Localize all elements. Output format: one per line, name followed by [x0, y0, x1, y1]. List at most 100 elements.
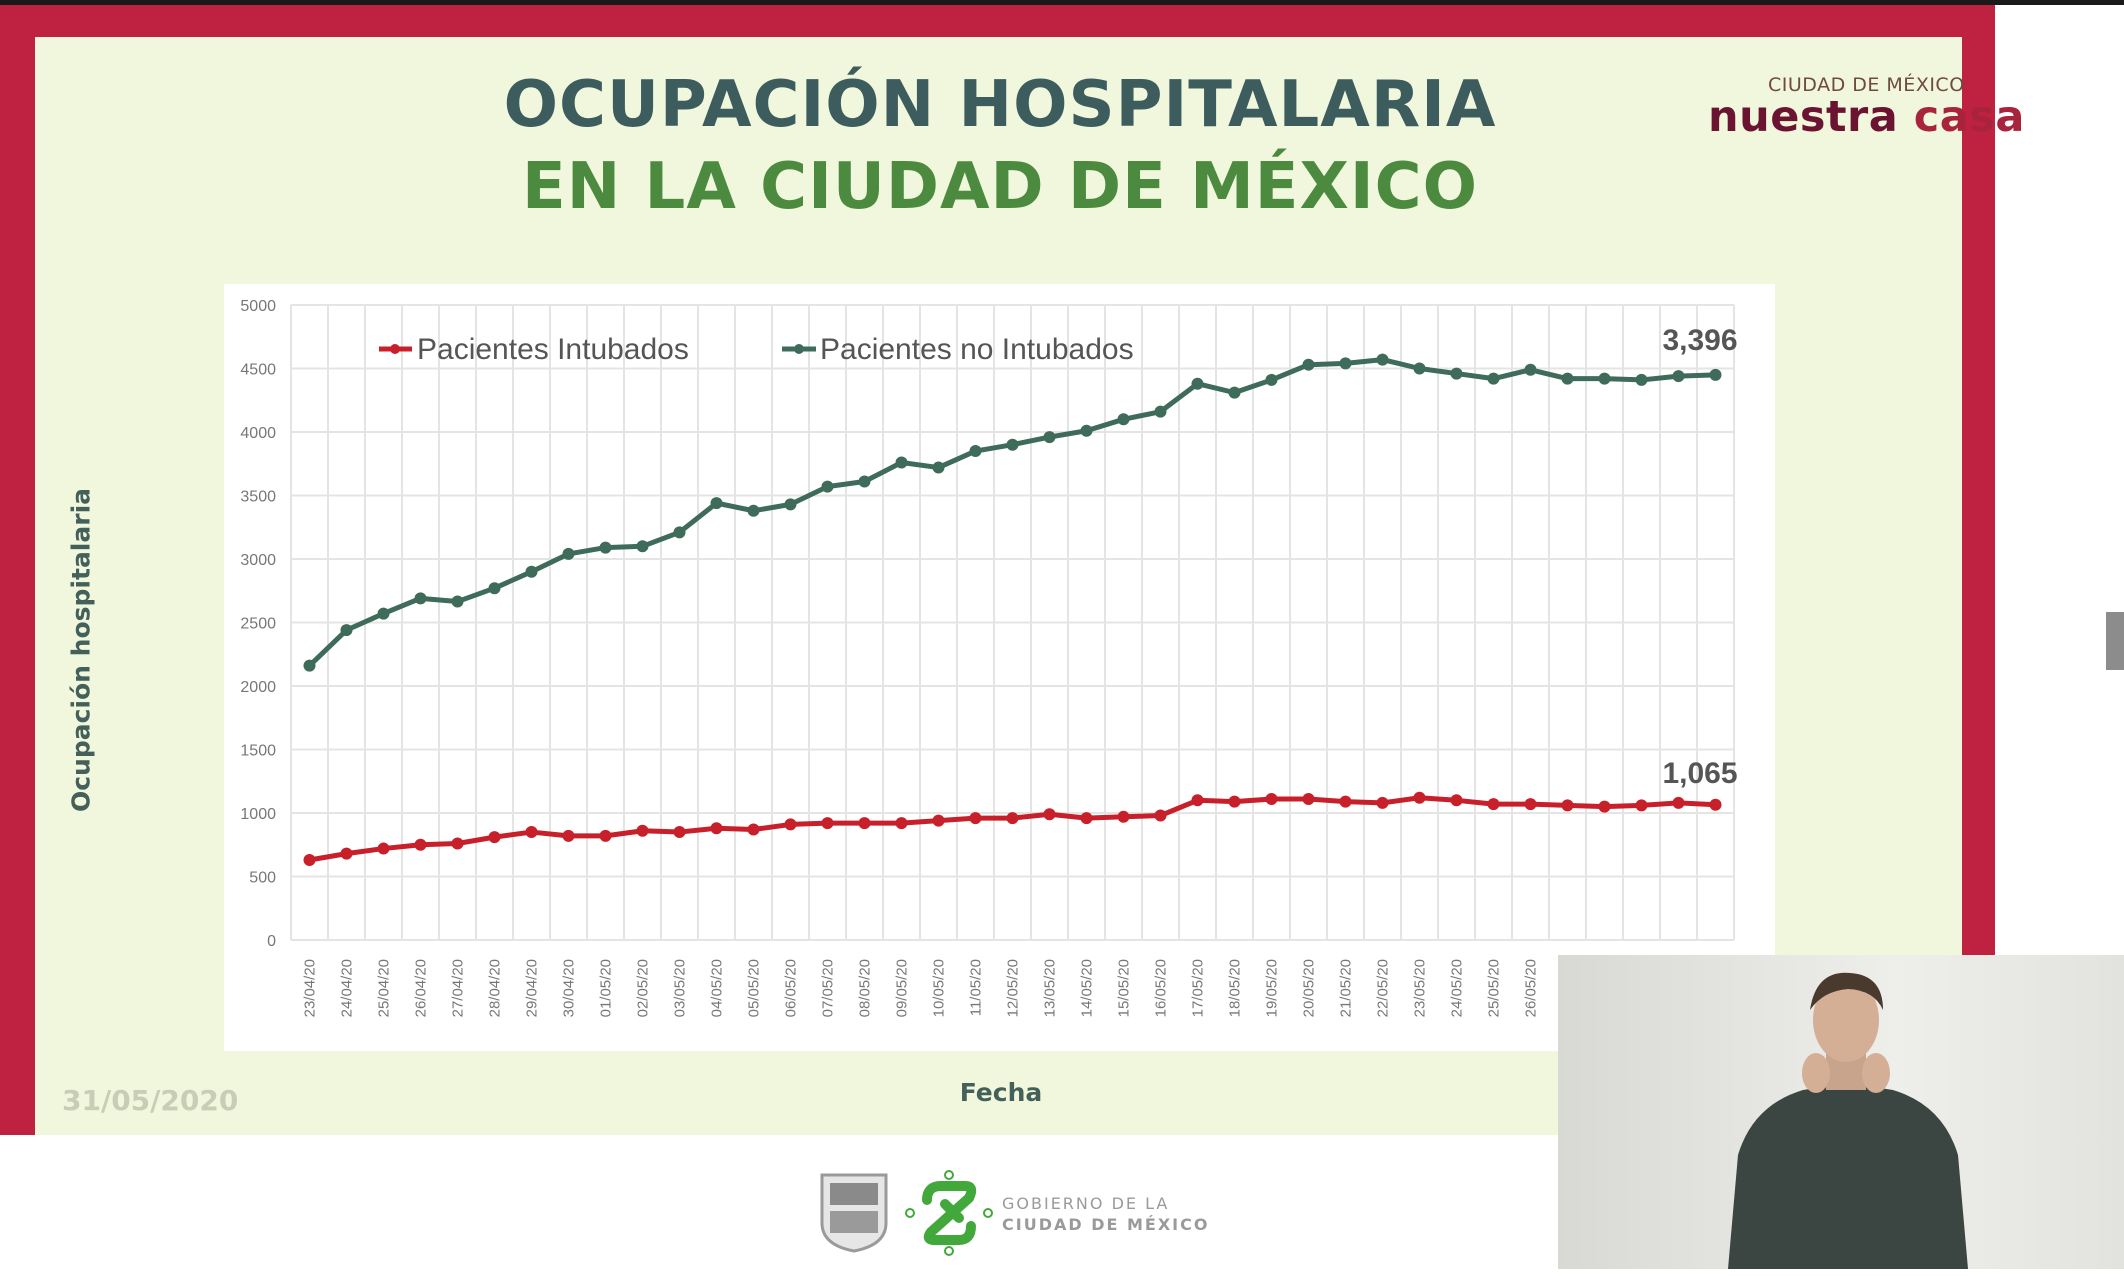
- x-tick-label: 07/05/20: [820, 959, 837, 1017]
- data-point: [1672, 796, 1685, 809]
- legend-dot-no-intubados: [794, 344, 804, 354]
- data-point: [636, 540, 649, 553]
- x-tick-label: 30/04/20: [561, 959, 578, 1017]
- x-tick-label: 29/04/20: [524, 959, 541, 1017]
- sign-language-video: [1558, 955, 2124, 1269]
- x-tick-label: 25/04/20: [376, 959, 393, 1017]
- chart-container: 0 500 1000 1500 2000 2500 3000 3500 4000 4500 5000…: [224, 284, 1775, 1051]
- data-point: [1561, 372, 1574, 385]
- series-line-0: [309, 795, 1716, 863]
- y-tick-label: 1000: [240, 806, 276, 823]
- y-axis-title: Ocupación hospitalaria: [66, 487, 96, 813]
- data-point: [451, 595, 464, 608]
- data-point: [1080, 424, 1093, 437]
- x-tick-label: 16/05/20: [1153, 959, 1170, 1017]
- y-tick-label: 0: [267, 933, 276, 950]
- x-tick-label: 15/05/20: [1116, 959, 1133, 1017]
- data-point: [1524, 363, 1537, 376]
- data-point: [1006, 812, 1019, 825]
- data-point: [1191, 794, 1204, 807]
- data-point: [562, 547, 575, 560]
- data-point: [1302, 793, 1315, 806]
- data-point: [932, 461, 945, 474]
- data-label-intubados: 1,065: [1662, 757, 1737, 790]
- y-tick-labels: 0 500 1000 1500 2000 2500 3000 3500 4000 4500 5000: [240, 298, 276, 950]
- data-point: [1524, 798, 1537, 811]
- data-point: [1265, 373, 1278, 386]
- data-point: [1413, 362, 1426, 375]
- side-panel-toggle[interactable]: [2106, 612, 2124, 670]
- x-tick-label: 06/05/20: [783, 959, 800, 1017]
- y-tick-label: 1500: [240, 743, 276, 760]
- data-point: [636, 824, 649, 837]
- title-line-2: EN LA CIUDAD DE MÉXICO: [521, 150, 1479, 224]
- data-point: [599, 829, 612, 842]
- data-point: [525, 565, 538, 578]
- data-point: [303, 659, 316, 672]
- x-tick-label: 04/05/20: [709, 959, 726, 1017]
- data-point: [303, 853, 316, 866]
- y-tick-label: 4500: [240, 362, 276, 379]
- data-point: [673, 826, 686, 839]
- x-tick-label: 24/04/20: [339, 959, 356, 1017]
- data-point: [1117, 413, 1130, 426]
- coat-of-arms-icon: [820, 1173, 888, 1253]
- footer-gov-line-1: GOBIERNO DE LA: [1002, 1194, 1170, 1213]
- data-point: [1376, 796, 1389, 809]
- data-point: [1117, 810, 1130, 823]
- data-point: [1487, 372, 1500, 385]
- data-point: [895, 456, 908, 469]
- legend: Pacientes Intubados Pacientes no Intubad…: [379, 333, 1134, 366]
- x-tick-label: 14/05/20: [1079, 959, 1096, 1017]
- data-point: [858, 817, 871, 830]
- data-point: [1709, 798, 1722, 811]
- data-point: [1080, 812, 1093, 825]
- data-point: [1043, 431, 1056, 444]
- x-tick-label: 01/05/20: [598, 959, 615, 1017]
- data-point: [1413, 791, 1426, 804]
- data-point: [932, 814, 945, 827]
- x-tick-label: 18/05/20: [1227, 959, 1244, 1017]
- data-point: [710, 497, 723, 510]
- title-line-1: OCUPACIÓN HOSPITALARIA: [503, 68, 1497, 142]
- y-tick-label: 2000: [240, 679, 276, 696]
- data-point: [1487, 798, 1500, 811]
- data-point: [340, 847, 353, 860]
- data-point: [784, 818, 797, 831]
- data-point: [747, 504, 760, 517]
- data-point: [1154, 405, 1167, 418]
- interpreter-figure: [1728, 972, 1968, 1269]
- grid: [290, 304, 1735, 941]
- data-point: [1598, 800, 1611, 813]
- x-tick-label: 17/05/20: [1190, 959, 1207, 1017]
- data-point: [1339, 795, 1352, 808]
- data-point: [1561, 799, 1574, 812]
- data-point: [1265, 793, 1278, 806]
- data-point: [1672, 370, 1685, 383]
- data-point: [562, 829, 575, 842]
- data-point: [969, 812, 982, 825]
- data-point: [451, 837, 464, 850]
- data-point: [1006, 438, 1019, 451]
- data-point: [895, 817, 908, 830]
- data-label-no-intubados: 3,396: [1662, 324, 1737, 357]
- legend-label-intubados: Pacientes Intubados: [417, 333, 689, 366]
- data-point: [488, 582, 501, 595]
- data-point: [710, 822, 723, 835]
- x-tick-label: 05/05/20: [746, 959, 763, 1017]
- legend-dot-intubados: [390, 344, 400, 354]
- x-tick-label: 13/05/20: [1042, 959, 1059, 1017]
- brand-subtitle: CIUDAD DE MÉXICO: [1768, 74, 1965, 96]
- y-tick-label: 2500: [240, 616, 276, 633]
- x-tick-label: 19/05/20: [1264, 959, 1281, 1017]
- line-chart: 0 500 1000 1500 2000 2500 3000 3500 4000 4500 5000…: [240, 298, 1737, 1017]
- data-point: [858, 475, 871, 488]
- brand-word-1: nuestra: [1708, 92, 1914, 142]
- brand-word-2: casa: [1913, 92, 2025, 142]
- data-point: [1228, 386, 1241, 399]
- y-tick-label: 4000: [240, 425, 276, 442]
- y-tick-label: 3500: [240, 489, 276, 506]
- x-tick-label: 25/05/20: [1486, 959, 1503, 1017]
- data-point: [1635, 373, 1648, 386]
- x-tick-label: 12/05/20: [1005, 959, 1022, 1017]
